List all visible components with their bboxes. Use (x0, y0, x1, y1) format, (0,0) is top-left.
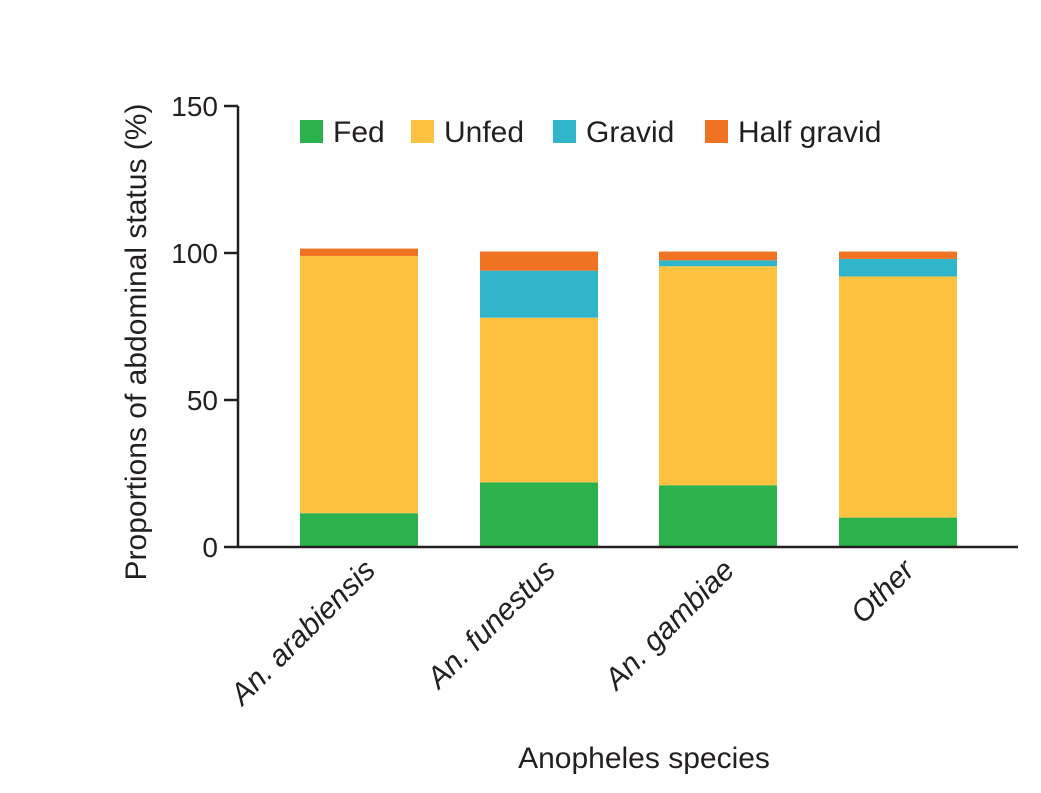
x-tick-label-an-gambiae: An. gambiae (597, 554, 741, 698)
bars-layer (300, 248, 957, 547)
bar-an-funestus-half-gravid (480, 251, 598, 271)
legend-swatch-gravid (553, 120, 576, 143)
bar-an-gambiae-unfed (659, 266, 777, 486)
x-tick-label-other: Other (845, 553, 922, 630)
y-tick-label-0: 0 (202, 532, 218, 563)
y-tick-label-150: 150 (171, 91, 218, 122)
bar-an-funestus-fed (480, 482, 598, 547)
bar-an-arabiensis-unfed (300, 255, 418, 514)
y-tick-label-50: 50 (187, 385, 218, 416)
bar-an-gambiae-half-gravid (659, 251, 777, 261)
bar-other-half-gravid (839, 251, 957, 259)
bar-an-funestus-gravid (480, 270, 598, 318)
legend-swatch-fed (300, 120, 323, 143)
bar-other-gravid (839, 258, 957, 277)
legend: Fed Unfed Gravid Half gravid (300, 116, 881, 149)
legend-swatch-unfed (411, 120, 434, 143)
legend-item-fed: Fed (300, 116, 385, 149)
bar-an-gambiae-fed (659, 485, 777, 547)
bar-an-funestus-unfed (480, 317, 598, 483)
bar-other-unfed (839, 276, 957, 518)
y-axis-title: Proportions of abdominal status (%) (120, 104, 153, 581)
bar-other-fed (839, 517, 957, 547)
bar-an-arabiensis-fed (300, 513, 418, 547)
legend-item-unfed: Unfed (411, 116, 524, 149)
legend-label-unfed: Unfed (444, 116, 524, 149)
legend-label-fed: Fed (333, 116, 385, 149)
bar-an-gambiae-gravid (659, 260, 777, 267)
legend-swatch-half-gravid (705, 120, 728, 143)
legend-label-half-gravid: Half gravid (738, 116, 881, 149)
x-tick-label-an-arabiensis: An. arabiensis (223, 554, 382, 713)
legend-label-gravid: Gravid (586, 116, 674, 149)
x-axis-title: Anopheles species (518, 742, 770, 775)
legend-item-gravid: Gravid (553, 116, 674, 149)
bar-an-arabiensis-half-gravid (300, 248, 418, 256)
legend-item-half-gravid: Half gravid (705, 116, 881, 149)
x-tick-label-an-funestus: An. funestus (419, 554, 562, 697)
y-tick-label-100: 100 (171, 238, 218, 269)
